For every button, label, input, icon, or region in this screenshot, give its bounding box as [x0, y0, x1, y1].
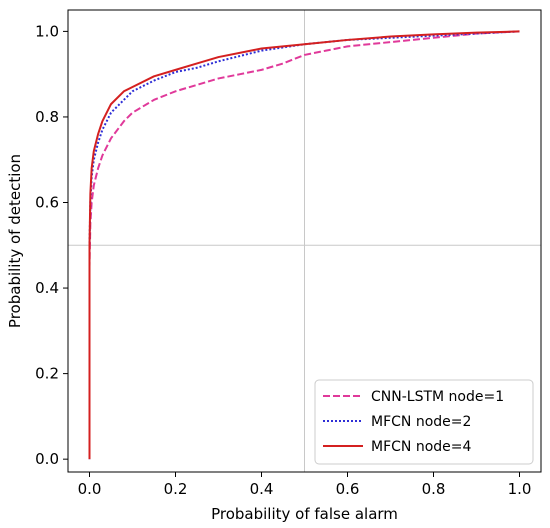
- legend-entry-label: MFCN node=4: [371, 439, 471, 455]
- x-axis-label: Probability of false alarm: [211, 505, 398, 523]
- series-line-3: [88, 30, 520, 460]
- x-tick-label: 0.2: [164, 480, 188, 498]
- x-tick-label: 0.4: [250, 480, 274, 498]
- y-tick-label: 0.4: [35, 279, 59, 297]
- y-tick-label: 0.2: [35, 365, 59, 383]
- reference-lines: [68, 10, 541, 472]
- y-axis-ticks: 0.0 0.2 0.4 0.6 0.8 1.0: [35, 22, 68, 468]
- x-tick-label: 0.0: [78, 480, 102, 498]
- y-axis-label: Probability of detection: [6, 154, 24, 328]
- series-layer: [88, 30, 520, 460]
- x-tick-label: 1.0: [508, 480, 532, 498]
- legend: CNN-LSTM node=1 MFCN node=2 MFCN node=4: [314, 379, 534, 465]
- legend-entry-label: MFCN node=2: [371, 414, 471, 430]
- x-axis-ticks: 0.0 0.2 0.4 0.6 0.8 1.0: [78, 472, 532, 498]
- legend-box: [314, 379, 534, 465]
- x-tick-label: 0.8: [422, 480, 446, 498]
- y-tick-label: 0.8: [35, 108, 59, 126]
- x-tick-label: 0.6: [336, 480, 360, 498]
- series-line-1: [88, 30, 520, 460]
- legend-entry-label: CNN-LSTM node=1: [371, 389, 504, 405]
- y-tick-label: 0.0: [35, 450, 59, 468]
- y-tick-label: 0.6: [35, 194, 59, 212]
- plot-frame: [67, 9, 542, 473]
- y-tick-label: 1.0: [35, 22, 59, 40]
